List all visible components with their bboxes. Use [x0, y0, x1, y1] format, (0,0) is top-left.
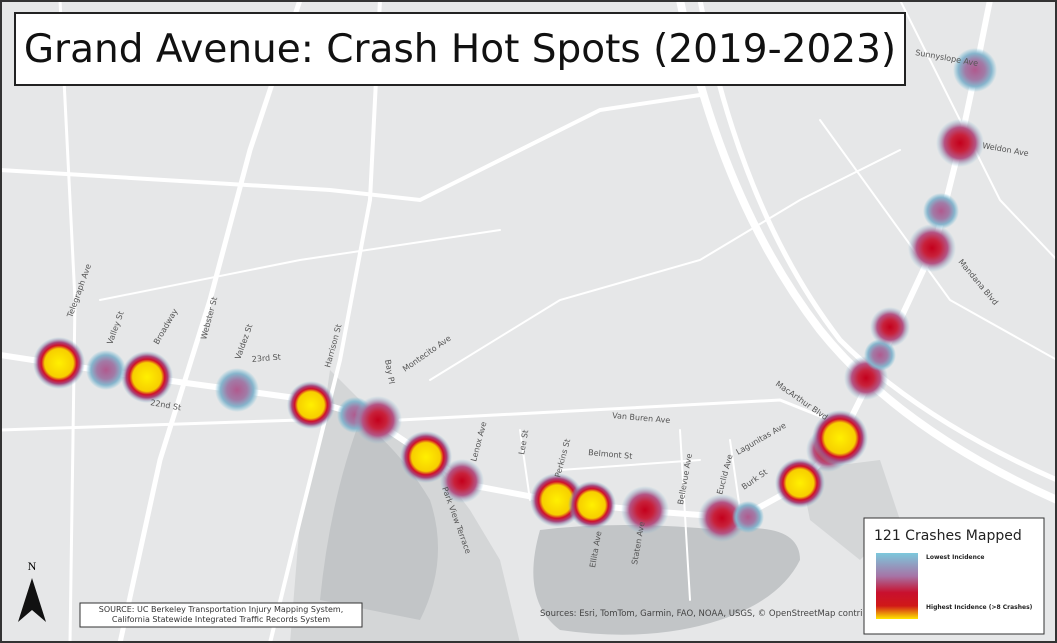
north-arrow: N	[18, 559, 46, 622]
title-box	[14, 12, 906, 86]
legend-ramp	[876, 553, 918, 619]
legend-title: 121 Crashes Mapped	[874, 528, 1022, 544]
source-text: SOURCE: UC Berkeley Transportation Injur…	[99, 605, 344, 614]
north-label: N	[28, 559, 37, 573]
street-label: Bay Pl	[383, 359, 396, 385]
source-text: California Statewide Integrated Traffic …	[112, 615, 330, 624]
street-label: Belmont St	[588, 448, 633, 461]
hot-spots	[33, 48, 997, 542]
legend-low: Lowest Incidence	[926, 554, 984, 561]
street-label: 23rd St	[251, 352, 281, 364]
street-label: Lee St	[517, 429, 530, 455]
map-title: Grand Avenue: Crash Hot Spots (2019-2023…	[24, 27, 896, 72]
source-box	[79, 602, 363, 628]
attribution: Sources: Esri, TomTom, Garmin, FAO, NOAA…	[540, 609, 863, 619]
legend: 121 Crashes Mapped Lowest Incidence High…	[863, 517, 1045, 635]
legend-high: Highest Incidence (>8 Crashes)	[926, 604, 1033, 611]
